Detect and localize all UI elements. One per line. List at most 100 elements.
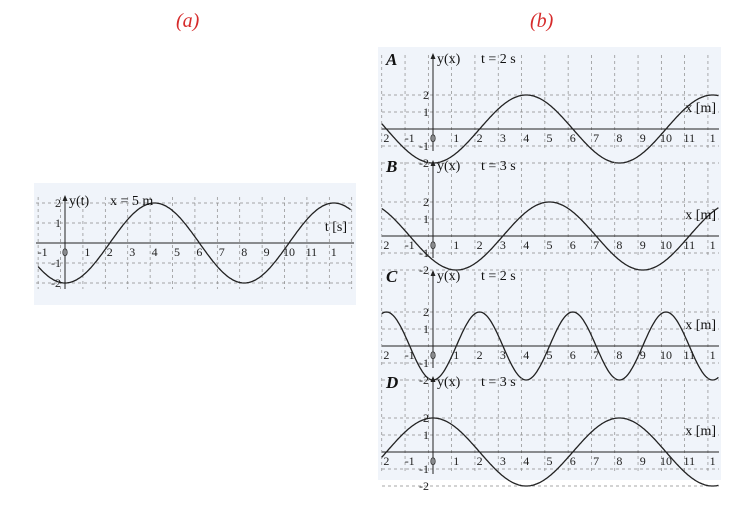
- option-graph: 2 -1 0 1 2 3 4 5 6 7 8 9 10 11 121-1-2y(x) t = 2 sx [m]…: [381, 267, 719, 387]
- x-tick-label: 5: [174, 245, 180, 259]
- x-tick-label: 5: [547, 454, 553, 468]
- wave-curve: [381, 94, 719, 164]
- y-axis-label: y(x): [437, 269, 461, 284]
- y-tick-label: -2: [419, 263, 429, 277]
- option-letter: B: [385, 157, 397, 176]
- x-tick-label: 10: [660, 131, 672, 145]
- part-a-label: (a): [176, 10, 200, 32]
- x-tick-label: 2: [477, 348, 483, 362]
- x-tick-label: 7: [593, 238, 599, 252]
- x-tick-label: 3: [500, 238, 506, 252]
- x-tick-label: 11: [684, 454, 696, 468]
- x-tick-label: 6: [570, 348, 576, 362]
- x-tick-label: 2: [477, 131, 483, 145]
- x-tick-label: 1: [331, 245, 337, 259]
- y-tick-label: 1: [423, 428, 429, 442]
- y-tick-label: -1: [419, 139, 429, 153]
- x-axis-title: x [m]: [685, 208, 716, 223]
- x-tick-label: 4: [523, 131, 529, 145]
- x-axis-title: x [m]: [685, 101, 716, 116]
- x-tick-label: 11: [684, 131, 696, 145]
- graph-a-plot: -1 0 1 2 3 4 5 6 7 8 9 10 11 121-1-2y(t) x = 5 mt [s]: [36, 194, 354, 290]
- y-tick-label: 1: [423, 105, 429, 119]
- condition-label: t = 2 s: [481, 52, 516, 67]
- y-tick-label: -1: [51, 256, 61, 270]
- x-tick-label: -1: [405, 131, 415, 145]
- y-tick-label: 1: [423, 212, 429, 226]
- x-tick-label: 11: [684, 238, 696, 252]
- x-tick-label: 10: [660, 454, 672, 468]
- x-tick-label: 2: [477, 454, 483, 468]
- x-tick-label: 5: [547, 131, 553, 145]
- y-tick-label: 2: [423, 411, 429, 425]
- y-axis-arrow: [62, 195, 68, 201]
- x-tick-label: 11: [306, 245, 318, 259]
- condition-label: t = 3 s: [481, 159, 516, 174]
- y-tick-label: -2: [51, 276, 61, 290]
- x-tick-label: 0: [62, 245, 68, 259]
- x-tick-label: 4: [523, 348, 529, 362]
- x-tick-label: 1: [453, 131, 459, 145]
- x-tick-label: 2: [383, 348, 389, 362]
- x-axis-title: x [m]: [685, 318, 716, 333]
- y-tick-label: 1: [423, 322, 429, 336]
- x-tick-label: 1: [710, 348, 716, 362]
- x-tick-label: 3: [500, 348, 506, 362]
- x-tick-label: 6: [196, 245, 202, 259]
- y-axis-label: y(x): [437, 375, 461, 390]
- x-tick-label: 4: [152, 245, 158, 259]
- x-tick-label: 2: [107, 245, 113, 259]
- x-tick-label: 2: [383, 454, 389, 468]
- y-axis-arrow: [430, 270, 436, 276]
- option-letter: D: [385, 373, 398, 392]
- y-tick-label: 2: [423, 305, 429, 319]
- x-tick-label: 7: [219, 245, 225, 259]
- x-tick-label: 8: [616, 131, 622, 145]
- x-tick-label: 10: [283, 245, 295, 259]
- x-tick-label: 0: [430, 348, 436, 362]
- condition-label: x = 5 m: [110, 194, 153, 209]
- option-letter: C: [386, 267, 398, 286]
- option-graph: 2 -1 0 1 2 3 4 5 6 7 8 9 10 11 121-1-2y(x) t = 2 sx [m]…: [381, 50, 719, 170]
- x-tick-label: 8: [616, 238, 622, 252]
- condition-label: t = 2 s: [481, 269, 516, 284]
- x-tick-label: 6: [570, 238, 576, 252]
- x-tick-label: 8: [616, 454, 622, 468]
- option-letter: A: [385, 50, 397, 69]
- x-tick-label: 6: [570, 131, 576, 145]
- x-tick-label: 2: [383, 238, 389, 252]
- y-axis-label: y(x): [437, 52, 461, 67]
- x-tick-label: 5: [547, 238, 553, 252]
- x-tick-label: 1: [710, 131, 716, 145]
- x-tick-label: 3: [500, 454, 506, 468]
- x-tick-label: 7: [593, 131, 599, 145]
- x-tick-label: 3: [129, 245, 135, 259]
- part-b-label: (b): [530, 10, 554, 32]
- x-tick-label: 4: [523, 238, 529, 252]
- y-axis-arrow: [430, 53, 436, 59]
- x-tick-label: -1: [405, 348, 415, 362]
- y-tick-label: -2: [419, 373, 429, 387]
- x-tick-label: 8: [616, 348, 622, 362]
- y-tick-label: 2: [423, 195, 429, 209]
- x-tick-label: 8: [241, 245, 247, 259]
- x-tick-label: 2: [477, 238, 483, 252]
- x-tick-label: 9: [640, 131, 646, 145]
- y-axis-arrow: [430, 160, 436, 166]
- x-tick-label: 1: [453, 238, 459, 252]
- x-tick-label: 1: [453, 454, 459, 468]
- graph-a: -1 0 1 2 3 4 5 6 7 8 9 10 11 121-1-2y(t) x = 5 mt [s]: [36, 194, 354, 290]
- y-axis-label: y(t): [69, 194, 90, 209]
- option-graph: 2 -1 0 1 2 3 4 5 6 7 8 9 10 11 121-1-2y(x) t = 3 sx [m]…: [381, 157, 719, 277]
- x-tick-label: 9: [640, 348, 646, 362]
- wave-curve: [381, 417, 719, 487]
- y-tick-label: -1: [419, 462, 429, 476]
- option-graph: 2 -1 0 1 2 3 4 5 6 7 8 9 10 11 121-1-2y(x) t = 3 sx [m]…: [381, 373, 719, 493]
- wave-curve: [381, 201, 719, 271]
- x-tick-label: 4: [523, 454, 529, 468]
- x-tick-label: 0: [430, 238, 436, 252]
- graph-b: 2 -1 0 1 2 3 4 5 6 7 8 9 10 11 121-1-2y(x) t = 2 sx [m]…: [381, 50, 719, 493]
- y-tick-label: 2: [55, 196, 61, 210]
